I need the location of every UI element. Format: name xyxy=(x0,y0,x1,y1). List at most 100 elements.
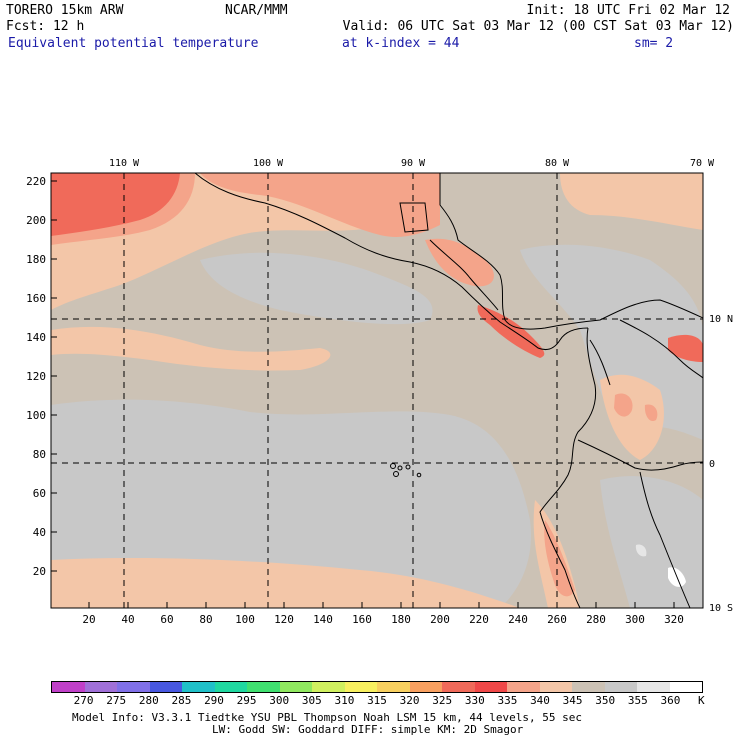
legend-swatch xyxy=(669,682,702,692)
peach-band-west xyxy=(51,326,331,371)
x-tick-label: 100 xyxy=(235,613,255,626)
legend-swatch xyxy=(377,682,410,692)
model-info-line1: Model Info: V3.3.1 Tiedtke YSU PBL Thomp… xyxy=(72,711,582,724)
border-colombia-ecuador xyxy=(577,439,703,471)
legend-label: 320 xyxy=(399,694,420,707)
y-tick-label: 100 xyxy=(26,409,46,422)
x-tick-label: 320 xyxy=(664,613,684,626)
lat-label-10n: 10 N xyxy=(709,314,733,325)
level-label: at k-index = 44 xyxy=(342,36,460,51)
lon-label-80w: 80 W xyxy=(545,158,570,169)
lon-label-70w: 70 W xyxy=(690,158,715,169)
x-tick-label: 80 xyxy=(199,613,212,626)
legend-label: 355 xyxy=(627,694,648,707)
legend-label: 305 xyxy=(301,694,322,707)
red-region-venezuela xyxy=(668,334,703,362)
border-venezuela xyxy=(619,319,703,379)
legend-swatch xyxy=(214,682,247,692)
x-tick-label: 20 xyxy=(82,613,95,626)
lon-label-110w: 110 W xyxy=(109,158,140,169)
y-tick-label: 180 xyxy=(26,253,46,266)
legend-unit: K xyxy=(698,694,705,707)
salmon-spots-colombia xyxy=(614,393,658,422)
legend-swatch xyxy=(312,682,345,692)
y-tick-label: 80 xyxy=(33,448,46,461)
border-honduras-nicaragua xyxy=(429,239,499,311)
salmon-region-isthmus xyxy=(425,238,494,287)
x-tick-label: 240 xyxy=(508,613,528,626)
equivalent-potential-temperature-map: 110 W 100 W 90 W 80 W 70 W 10 N 0 10 S 2… xyxy=(26,158,733,626)
legend-label: 325 xyxy=(432,694,453,707)
legend-label: 275 xyxy=(106,694,127,707)
legend-label: 335 xyxy=(497,694,518,707)
coast-caribbean xyxy=(439,173,703,330)
lon-label-90w: 90 W xyxy=(401,158,426,169)
x-tick-label: 40 xyxy=(121,613,134,626)
y-tick-label: 120 xyxy=(26,370,46,383)
lon-label-100w: 100 W xyxy=(253,158,284,169)
x-tick-label: 180 xyxy=(391,613,411,626)
lat-lon-grid xyxy=(51,173,703,608)
legend-label: 350 xyxy=(595,694,616,707)
white-spot-andes-small xyxy=(635,544,647,557)
coast-central-america xyxy=(194,173,589,351)
legend-swatch xyxy=(247,682,280,692)
legend-swatch xyxy=(117,682,150,692)
legend-label: 290 xyxy=(204,694,224,707)
legend-swatch xyxy=(182,682,215,692)
legend-label: 360 xyxy=(660,694,681,707)
map-frame xyxy=(50,172,704,609)
gray-region-north xyxy=(200,252,433,325)
legend-swatch xyxy=(149,682,182,692)
x-tick-label: 280 xyxy=(586,613,606,626)
x-tick-label: 300 xyxy=(625,613,645,626)
legend-label: 345 xyxy=(562,694,583,707)
legend-label: 315 xyxy=(367,694,387,707)
axis-ticks xyxy=(51,180,675,608)
gray-region-central xyxy=(51,399,531,608)
coast-south-america xyxy=(539,327,597,608)
y-tick-label: 220 xyxy=(26,175,46,188)
forecast-hour: Fcst: 12 h xyxy=(6,19,85,34)
x-tick-label: 260 xyxy=(547,613,567,626)
red-region-costa-rica xyxy=(477,305,545,358)
y-tick-label: 200 xyxy=(26,214,46,227)
legend-swatch xyxy=(409,682,442,692)
y-tick-label: 140 xyxy=(26,331,46,344)
legend-swatch xyxy=(344,682,377,692)
legend-colorbar xyxy=(51,681,703,693)
legend-label: 295 xyxy=(236,694,257,707)
coastlines xyxy=(194,173,703,608)
border-peru-brazil xyxy=(639,471,691,608)
legend-swatch xyxy=(572,682,605,692)
galapagos-islands xyxy=(390,463,422,478)
legend-swatch xyxy=(442,682,475,692)
salmon-region-mexico xyxy=(200,173,440,237)
legend-swatch xyxy=(279,682,312,692)
peach-region-northeast xyxy=(560,173,703,230)
y-tick-label: 20 xyxy=(33,565,46,578)
x-tick-label: 140 xyxy=(313,613,333,626)
lat-label-10s: 10 S xyxy=(709,603,733,614)
x-tick-label: 200 xyxy=(430,613,450,626)
legend-label: 300 xyxy=(269,694,290,707)
y-tick-label: 160 xyxy=(26,292,46,305)
x-tick-label: 220 xyxy=(469,613,489,626)
legend-swatch xyxy=(84,682,117,692)
legend-swatch xyxy=(604,682,637,692)
init-time: Init: 18 UTC Fri 02 Mar 12 xyxy=(526,3,731,18)
smoothing-label: sm= 2 xyxy=(634,36,674,51)
x-tick-label: 160 xyxy=(352,613,372,626)
legend-swatch xyxy=(52,682,85,692)
model-title: TORERO 15km ARW xyxy=(6,3,124,18)
legend-label: 330 xyxy=(464,694,485,707)
legend-label: 285 xyxy=(171,694,192,707)
legend-label: 280 xyxy=(138,694,159,707)
legend-swatch xyxy=(637,682,670,692)
field-name: Equivalent potential temperature xyxy=(8,36,259,51)
legend-swatch xyxy=(474,682,507,692)
legend-label: 340 xyxy=(530,694,550,707)
border-guatemala xyxy=(399,202,429,233)
legend-label: 270 xyxy=(73,694,94,707)
y-tick-label: 40 xyxy=(33,526,46,539)
